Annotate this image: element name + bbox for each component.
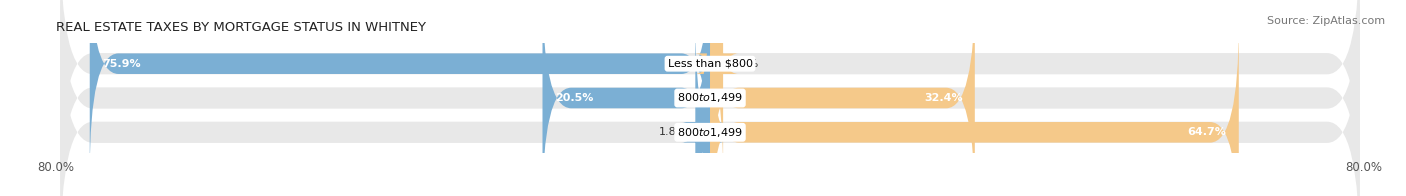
FancyBboxPatch shape xyxy=(682,23,724,196)
Text: 64.7%: 64.7% xyxy=(1188,127,1226,137)
Text: $800 to $1,499: $800 to $1,499 xyxy=(678,126,742,139)
FancyBboxPatch shape xyxy=(710,0,974,196)
Text: $800 to $1,499: $800 to $1,499 xyxy=(678,92,742,104)
Text: 1.8%: 1.8% xyxy=(659,127,688,137)
Text: 75.9%: 75.9% xyxy=(103,59,141,69)
FancyBboxPatch shape xyxy=(543,0,710,196)
FancyBboxPatch shape xyxy=(695,0,738,173)
FancyBboxPatch shape xyxy=(60,6,1360,196)
Text: Less than $800: Less than $800 xyxy=(668,59,752,69)
FancyBboxPatch shape xyxy=(60,0,1360,196)
Text: Source: ZipAtlas.com: Source: ZipAtlas.com xyxy=(1267,16,1385,26)
FancyBboxPatch shape xyxy=(60,0,1360,190)
Text: 1.6%: 1.6% xyxy=(731,59,759,69)
Text: 32.4%: 32.4% xyxy=(924,93,963,103)
FancyBboxPatch shape xyxy=(710,23,1239,196)
Text: 20.5%: 20.5% xyxy=(555,93,593,103)
Text: REAL ESTATE TAXES BY MORTGAGE STATUS IN WHITNEY: REAL ESTATE TAXES BY MORTGAGE STATUS IN … xyxy=(56,21,426,34)
FancyBboxPatch shape xyxy=(90,0,710,173)
